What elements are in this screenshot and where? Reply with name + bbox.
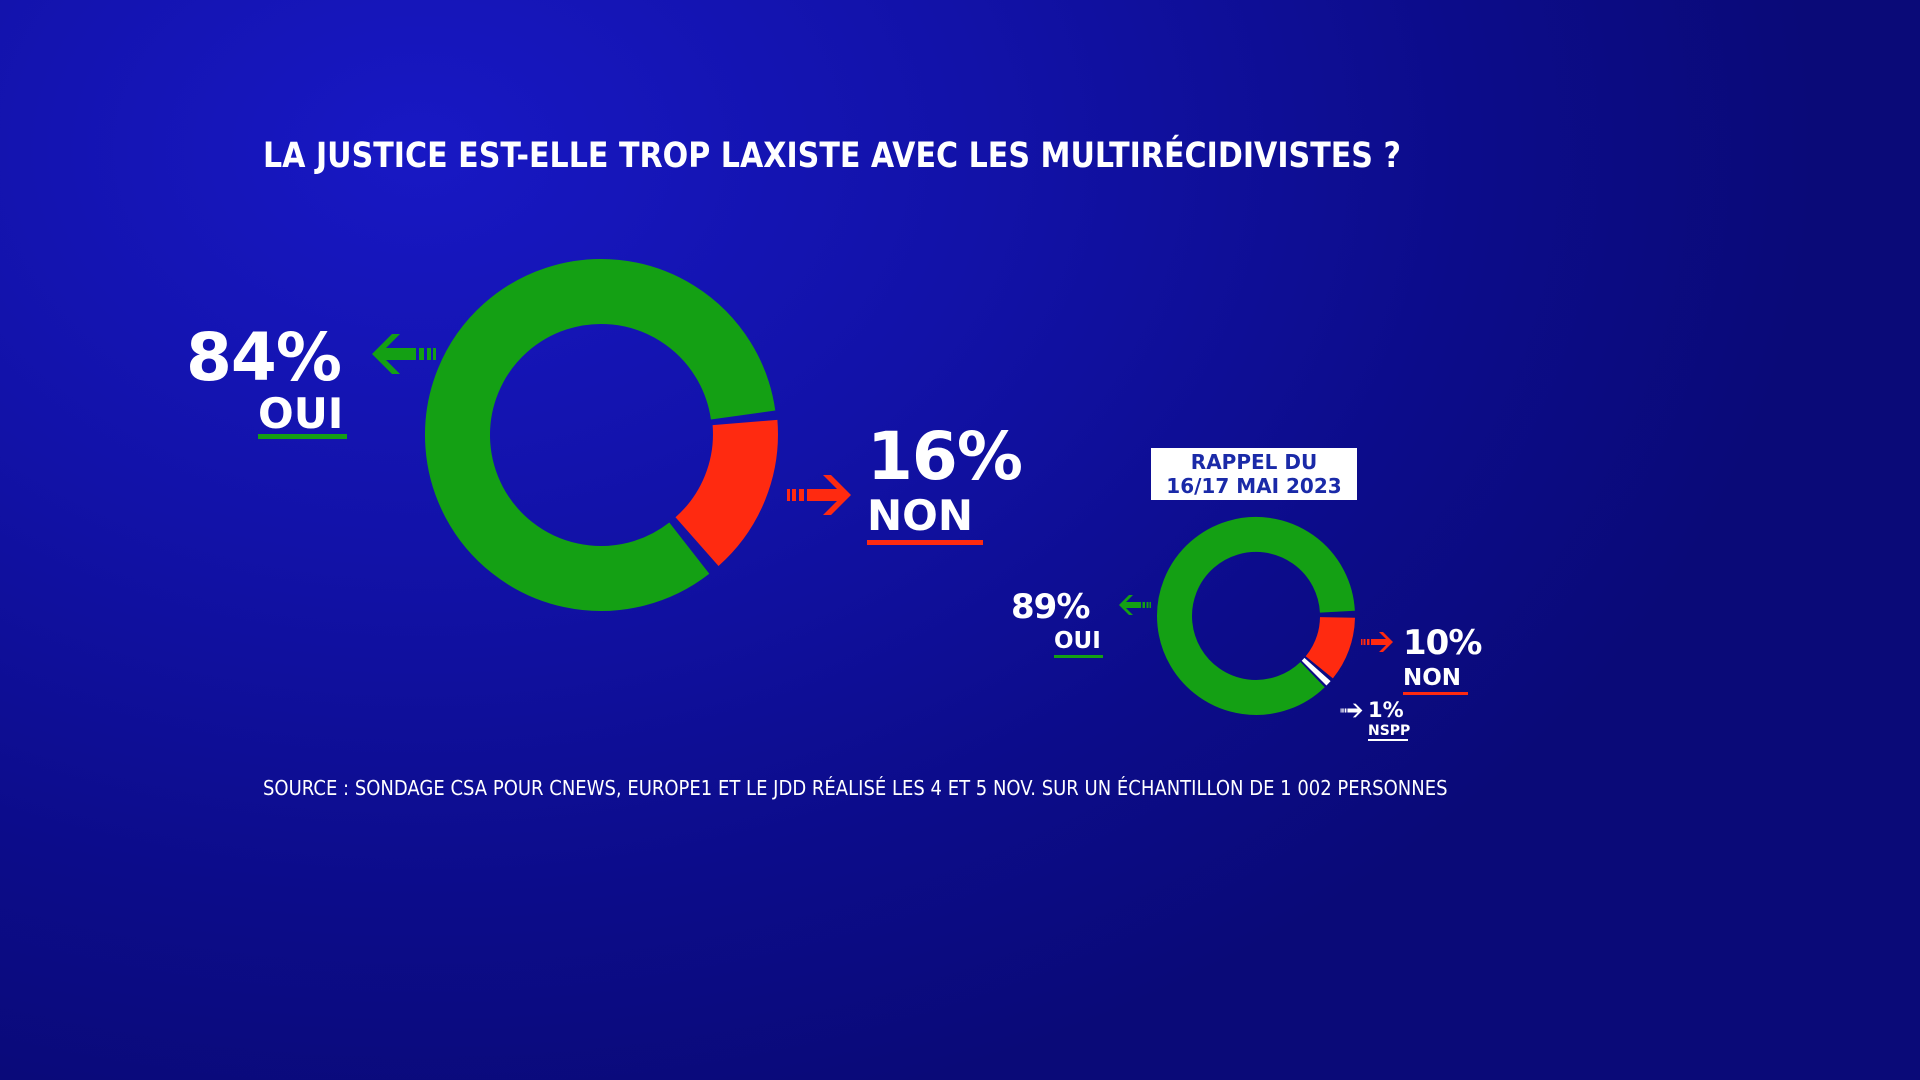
- reminder-non-value: 10%: [1403, 623, 1482, 663]
- main-oui-underline: [258, 434, 347, 439]
- main-oui-value: 84%: [186, 319, 342, 396]
- reminder-non-label: NON: [1403, 665, 1462, 691]
- arrow-right-icon: [787, 475, 851, 515]
- arrow-right-icon: [1361, 632, 1393, 652]
- arrow-left-icon: [1119, 595, 1151, 615]
- reminder-donut: [1157, 517, 1355, 715]
- arrow-left-icon: [372, 334, 436, 374]
- reminder-badge-line2: 16/17 MAI 2023: [1166, 474, 1342, 498]
- reminder-nspp-label: NSPP: [1368, 723, 1411, 739]
- reminder-oui-underline: [1054, 655, 1103, 658]
- reminder-non-underline: [1403, 692, 1468, 695]
- reminder-oui-value: 89%: [1011, 587, 1090, 627]
- chart-title: LA JUSTICE EST-ELLE TROP LAXISTE AVEC LE…: [263, 136, 1401, 176]
- reminder-badge-line1: RAPPEL DU: [1190, 450, 1318, 474]
- donut-segment-non: [674, 419, 778, 566]
- reminder-badge: RAPPEL DU 16/17 MAI 2023: [1151, 448, 1357, 500]
- main-non-value: 16%: [867, 418, 1023, 495]
- donut-segment-nspp: [1301, 657, 1331, 686]
- main-non-label: NON: [867, 491, 974, 540]
- donut-segment-oui: [425, 259, 776, 611]
- source-note: SOURCE : SONDAGE CSA POUR CNEWS, EUROPE1…: [263, 776, 1448, 800]
- reminder-nspp-underline: [1368, 739, 1408, 741]
- reminder-nspp-value: 1%: [1368, 698, 1404, 722]
- arrow-right-icon: [1340, 703, 1363, 718]
- reminder-oui-label: OUI: [1054, 628, 1101, 654]
- main-non-underline: [867, 540, 983, 545]
- main-donut: [425, 259, 778, 611]
- main-oui-label: OUI: [258, 389, 344, 438]
- donut-segment-oui: [1157, 517, 1355, 715]
- donut-segment-non: [1305, 616, 1355, 679]
